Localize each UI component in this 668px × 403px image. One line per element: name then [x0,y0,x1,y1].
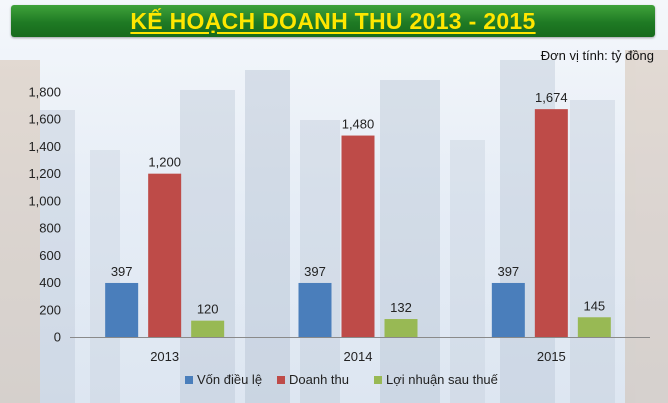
y-tick-label: 0 [54,330,61,345]
data-label: 1,200 [148,155,181,170]
bar [491,282,525,337]
data-label: 120 [197,302,219,317]
chart-title: KẾ HOẠCH DOANH THU 2013 - 2015 [130,7,536,34]
legend-label: Vốn điều lệ [197,372,262,387]
data-label: 132 [390,300,412,315]
chart-bars [105,109,611,338]
y-tick-label: 800 [39,221,61,236]
bar [191,320,225,337]
y-tick-label: 1,000 [28,193,61,208]
legend-label: Doanh thu [289,372,349,387]
bar [105,282,139,337]
y-tick-label: 1,600 [28,112,61,127]
y-tick-label: 400 [39,275,61,290]
data-label: 145 [583,298,605,313]
y-tick-label: 1,800 [28,85,61,100]
legend-swatch [374,376,382,384]
legend-swatch [185,376,193,384]
bar [577,317,611,337]
y-tick-label: 1,200 [28,166,61,181]
y-tick-label: 600 [39,248,61,263]
x-tick-label: 2015 [537,349,566,364]
chart-legend: Vốn điều lệ Doanh thu Lợi nhuận sau thuế [185,372,499,387]
data-label: 1,674 [535,90,568,105]
bar [148,173,182,337]
data-label: 397 [304,264,326,279]
data-label: 397 [111,264,133,279]
bar [384,319,418,337]
data-label: 1,480 [342,117,375,132]
legend-swatch [277,376,285,384]
bar [534,109,568,338]
title-banner: KẾ HOẠCH DOANH THU 2013 - 2015 [11,5,655,37]
x-tick-label: 2013 [150,349,179,364]
bar [341,135,375,337]
chart-data-labels: 397 1,200 120 397 1,480 132 397 1,674 145 [111,90,605,317]
y-tick-label: 1,400 [28,139,61,154]
legend-label: Lợi nhuận sau thuế [386,372,499,387]
bar [298,282,332,337]
x-tick-label: 2014 [344,349,373,364]
unit-note: Đơn vị tính: tỷ đồng [540,48,654,63]
data-label: 397 [497,264,519,279]
y-tick-label: 200 [39,302,61,317]
chart-axes: 0 200 400 600 800 1,000 1,200 1,400 1,600 1,800 20… [28,85,650,364]
